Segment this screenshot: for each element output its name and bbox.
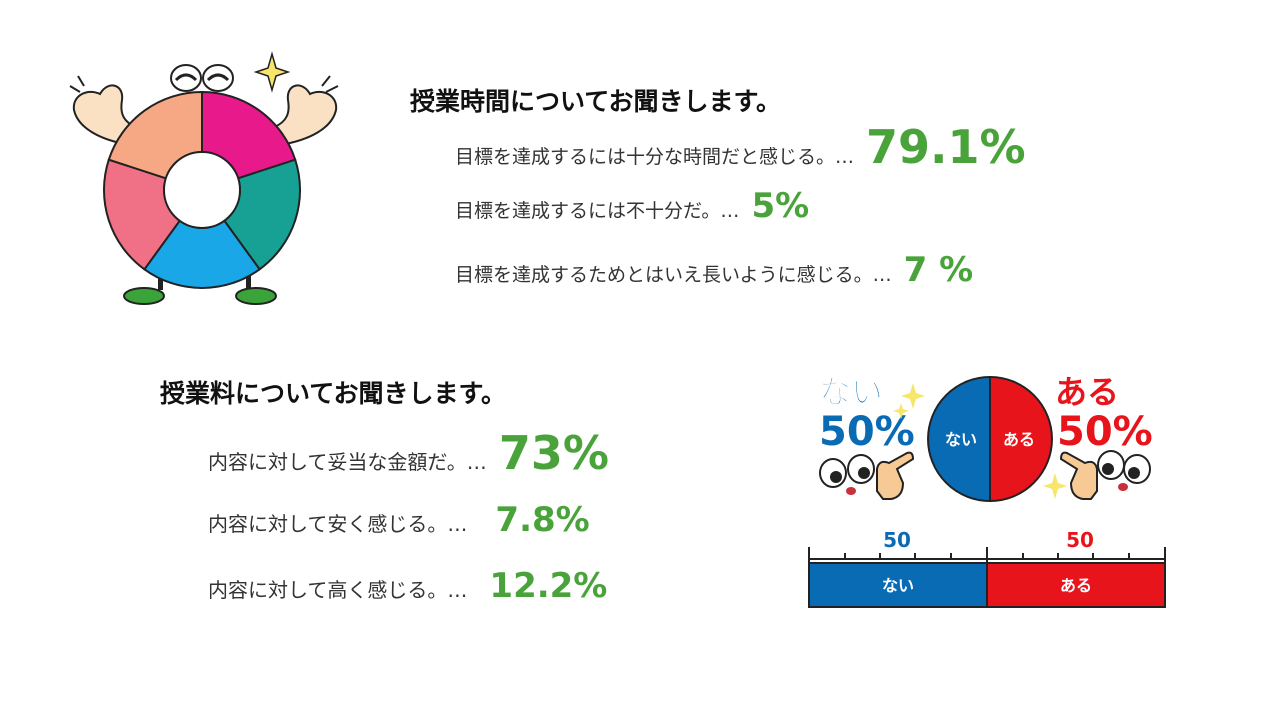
pie-aru-half bbox=[989, 375, 1053, 503]
pie-nai-half bbox=[927, 375, 991, 503]
item-label: 目標を達成するためとはいえ長いように感じる。… bbox=[455, 264, 892, 286]
item-percent: 5% bbox=[751, 186, 810, 226]
item-percent: 12.2% bbox=[489, 566, 608, 606]
item-label: 内容に対して妥当な金額だ。… bbox=[208, 450, 487, 474]
pointing-hand-icon bbox=[1059, 451, 1098, 500]
item-percent: 73% bbox=[498, 426, 609, 480]
pie-aru-label: ある bbox=[1003, 430, 1035, 449]
section2-item-expensive: 内容に対して高く感じる。… 12.2% bbox=[208, 566, 607, 606]
item-label: 目標を達成するには不十分だ。… bbox=[455, 200, 740, 222]
aru-word: ある bbox=[1055, 373, 1119, 411]
item-percent: 7.8% bbox=[495, 500, 590, 540]
item-percent: 79.1% bbox=[866, 120, 1026, 174]
nai-percent: 50% bbox=[819, 409, 915, 455]
right-character bbox=[1059, 450, 1151, 500]
aru-percent: 50% bbox=[1057, 409, 1153, 455]
scale-left-value: 50 bbox=[883, 528, 911, 552]
section1-item-sufficient: 目標を達成するには十分な時間だと感じる。… 79.1% bbox=[455, 120, 1026, 174]
bar-aru-segment bbox=[986, 562, 1166, 608]
item-label: 内容に対して安く感じる。… bbox=[208, 512, 468, 536]
mascot-eyes bbox=[170, 64, 234, 92]
bar-aru-label: ある bbox=[1060, 576, 1092, 595]
section2-item-fair: 内容に対して妥当な金額だ。… 73% bbox=[208, 426, 609, 480]
aru-nai-illustration: ない 50% ある 50% ない ある 50 50 bbox=[808, 373, 1166, 608]
section1-heading: 授業時間についてお聞きします。 bbox=[410, 87, 782, 116]
item-label: 目標を達成するには十分な時間だと感じる。… bbox=[455, 146, 855, 168]
left-character bbox=[819, 451, 915, 500]
sparkle-icon bbox=[1043, 473, 1067, 499]
donut-mascot-illustration bbox=[69, 51, 339, 305]
right-foot bbox=[235, 287, 277, 305]
bar-nai-label: ない bbox=[882, 576, 914, 595]
section1-item-insufficient: 目標を達成するには不十分だ。… 5% bbox=[455, 186, 809, 226]
scale-right-value: 50 bbox=[1066, 528, 1094, 552]
item-percent: 7 % bbox=[903, 250, 974, 290]
pointing-hand-icon bbox=[876, 451, 915, 500]
sparkle-icon bbox=[253, 51, 291, 93]
ruler-scale bbox=[808, 547, 1166, 563]
aru-nai-pie bbox=[927, 375, 1053, 503]
sparkle-icon bbox=[893, 403, 909, 419]
left-arm bbox=[72, 84, 140, 147]
donut-chart-graphic bbox=[103, 90, 301, 289]
pie-nai-label: ない bbox=[945, 430, 977, 449]
section2-heading: 授業料についてお聞きします。 bbox=[160, 379, 507, 408]
sparkle-icon bbox=[901, 383, 925, 409]
right-arm bbox=[270, 84, 338, 147]
left-foot bbox=[123, 287, 165, 305]
item-label: 内容に対して高く感じる。… bbox=[208, 578, 468, 602]
bar-nai-segment bbox=[808, 562, 988, 608]
section1-item-too-long: 目標を達成するためとはいえ長いように感じる。… 7 % bbox=[455, 250, 973, 290]
section2-item-cheap: 内容に対して安く感じる。… 7.8% bbox=[208, 500, 590, 540]
nai-word: ない bbox=[819, 373, 883, 411]
